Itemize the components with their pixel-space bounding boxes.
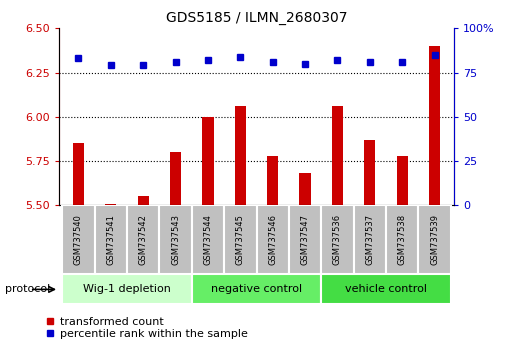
Bar <box>397 156 408 205</box>
Bar <box>267 156 279 205</box>
Bar <box>137 196 149 205</box>
Text: GSM737536: GSM737536 <box>333 214 342 266</box>
Bar <box>62 274 192 304</box>
Text: Wig-1 depletion: Wig-1 depletion <box>83 284 171 295</box>
Bar <box>224 205 256 274</box>
Bar <box>256 205 289 274</box>
Text: GSM737546: GSM737546 <box>268 214 277 266</box>
Bar <box>321 205 353 274</box>
Bar <box>419 205 451 274</box>
Bar <box>289 205 321 274</box>
Text: GSM737541: GSM737541 <box>106 215 115 265</box>
Bar <box>160 205 192 274</box>
Bar <box>192 205 224 274</box>
Bar <box>192 274 321 304</box>
Bar <box>234 106 246 205</box>
Text: GSM737538: GSM737538 <box>398 214 407 266</box>
Text: GSM737545: GSM737545 <box>236 215 245 265</box>
Text: vehicle control: vehicle control <box>345 284 427 295</box>
Text: negative control: negative control <box>211 284 302 295</box>
Bar <box>353 205 386 274</box>
Bar <box>429 46 440 205</box>
Bar <box>105 204 116 205</box>
Text: GSM737537: GSM737537 <box>365 214 374 266</box>
Bar <box>386 205 419 274</box>
Bar <box>364 140 376 205</box>
Text: protocol: protocol <box>5 284 50 295</box>
Bar <box>94 205 127 274</box>
Text: GDS5185 / ILMN_2680307: GDS5185 / ILMN_2680307 <box>166 11 347 25</box>
Text: GSM737543: GSM737543 <box>171 214 180 266</box>
Bar <box>332 106 343 205</box>
Bar <box>127 205 160 274</box>
Bar <box>202 117 213 205</box>
Bar <box>300 173 311 205</box>
Text: GSM737547: GSM737547 <box>301 214 309 266</box>
Text: GSM737544: GSM737544 <box>204 215 212 265</box>
Text: GSM737540: GSM737540 <box>74 215 83 265</box>
Text: GSM737539: GSM737539 <box>430 214 439 266</box>
Bar <box>170 152 181 205</box>
Text: GSM737542: GSM737542 <box>139 215 148 265</box>
Bar <box>321 274 451 304</box>
Legend: transformed count, percentile rank within the sample: transformed count, percentile rank withi… <box>47 317 248 339</box>
Bar <box>62 205 94 274</box>
Bar <box>73 143 84 205</box>
